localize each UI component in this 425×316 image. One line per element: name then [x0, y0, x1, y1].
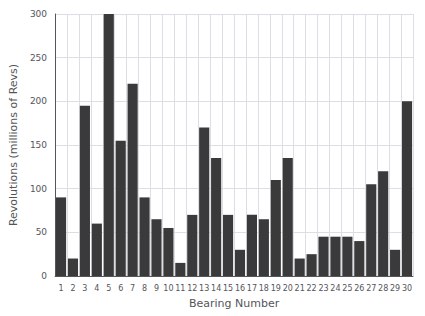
svg-text:0: 0 — [41, 271, 47, 281]
svg-text:2: 2 — [70, 284, 75, 293]
svg-text:1: 1 — [58, 284, 63, 293]
svg-text:8: 8 — [142, 284, 147, 293]
svg-text:19: 19 — [271, 284, 281, 293]
svg-text:22: 22 — [306, 284, 316, 293]
svg-text:10: 10 — [163, 284, 173, 293]
svg-text:24: 24 — [330, 284, 340, 293]
svg-text:300: 300 — [30, 9, 47, 19]
svg-text:25: 25 — [342, 284, 352, 293]
svg-text:12: 12 — [187, 284, 197, 293]
svg-text:27: 27 — [366, 284, 376, 293]
svg-text:7: 7 — [130, 284, 135, 293]
svg-text:250: 250 — [30, 53, 47, 63]
svg-text:100: 100 — [30, 184, 47, 194]
svg-text:17: 17 — [247, 284, 257, 293]
svg-text:50: 50 — [36, 227, 48, 237]
svg-text:14: 14 — [211, 284, 221, 293]
svg-text:30: 30 — [402, 284, 412, 293]
svg-text:200: 200 — [30, 96, 47, 106]
svg-text:20: 20 — [283, 284, 293, 293]
svg-text:18: 18 — [259, 284, 269, 293]
svg-text:Bearing Number: Bearing Number — [189, 297, 280, 310]
svg-text:Revolutions (millions of Revs): Revolutions (millions of Revs) — [7, 64, 20, 226]
svg-text:21: 21 — [295, 284, 305, 293]
svg-text:13: 13 — [199, 284, 209, 293]
svg-text:3: 3 — [82, 284, 87, 293]
svg-text:28: 28 — [378, 284, 388, 293]
svg-text:11: 11 — [175, 284, 185, 293]
svg-text:23: 23 — [318, 284, 328, 293]
svg-text:16: 16 — [235, 284, 245, 293]
svg-text:29: 29 — [390, 284, 400, 293]
svg-text:26: 26 — [354, 284, 364, 293]
svg-text:5: 5 — [106, 284, 111, 293]
svg-text:9: 9 — [154, 284, 159, 293]
svg-text:150: 150 — [30, 140, 47, 150]
svg-text:4: 4 — [94, 284, 99, 293]
svg-text:6: 6 — [118, 284, 123, 293]
svg-text:15: 15 — [223, 284, 233, 293]
